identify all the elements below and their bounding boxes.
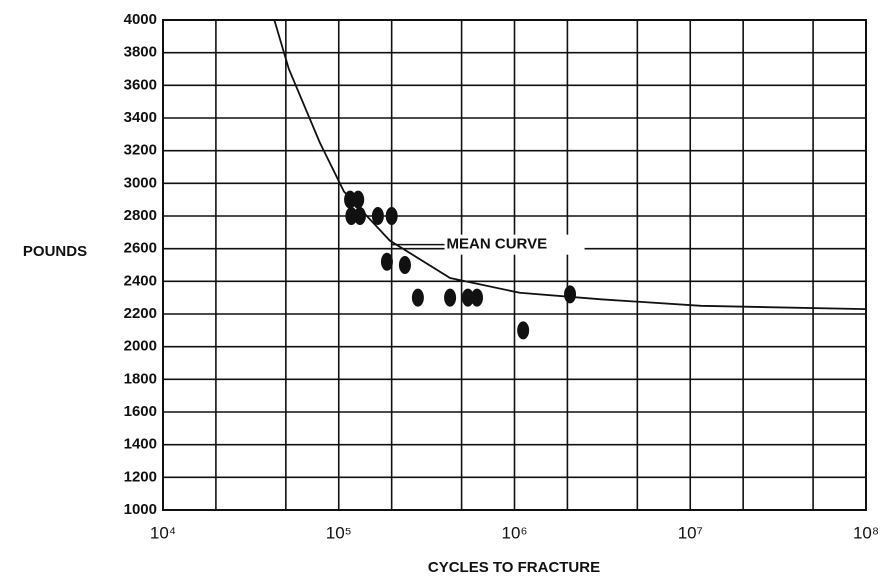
y-tick-label: 3000 [124,174,157,191]
data-point [461,288,474,307]
x-tick-label: 10⁵ [326,523,352,542]
mean-curve [273,19,867,310]
y-tick-label: 2400 [124,272,157,289]
x-tick-label: 10⁴ [150,523,176,542]
y-tick-label: 1400 [124,436,157,453]
y-tick-label: 3400 [124,109,157,126]
data-point [517,321,530,340]
y-axis-label: POUNDS [23,243,87,260]
annotation-bg [444,234,585,255]
data-point [345,207,358,225]
annotation: MEAN CURVE [447,236,548,253]
y-tick-label: 1600 [124,403,157,420]
x-tick-label: 10⁸ [853,523,879,542]
data-point [411,288,424,307]
data-point [471,288,484,307]
data-point [385,207,398,225]
data-point [371,207,384,225]
y-tick-label: 2600 [124,240,157,257]
y-tick-label: 3800 [124,44,157,61]
y-tick-label: 2000 [124,338,157,355]
y-tick-label: 4000 [124,11,157,28]
y-tick-label: 1800 [124,370,157,387]
data-point [444,288,457,307]
data-point [353,207,366,225]
data-point [398,256,411,274]
x-tick-label: 10⁶ [502,523,528,542]
plot-frame [162,19,867,511]
y-tick-label: 2800 [124,207,157,224]
y-tick-label: 3600 [124,76,157,93]
y-tick-label: 1000 [124,501,157,518]
y-tick-label: 1200 [124,468,157,485]
x-tick-label: 10⁷ [678,523,703,542]
x-axis-label: CYCLES TO FRACTURE [428,559,600,576]
data-point [352,190,365,209]
data-point [564,285,577,304]
y-tick-label: 3200 [124,142,157,159]
y-tick-label: 2200 [124,305,157,322]
data-point [380,252,393,271]
